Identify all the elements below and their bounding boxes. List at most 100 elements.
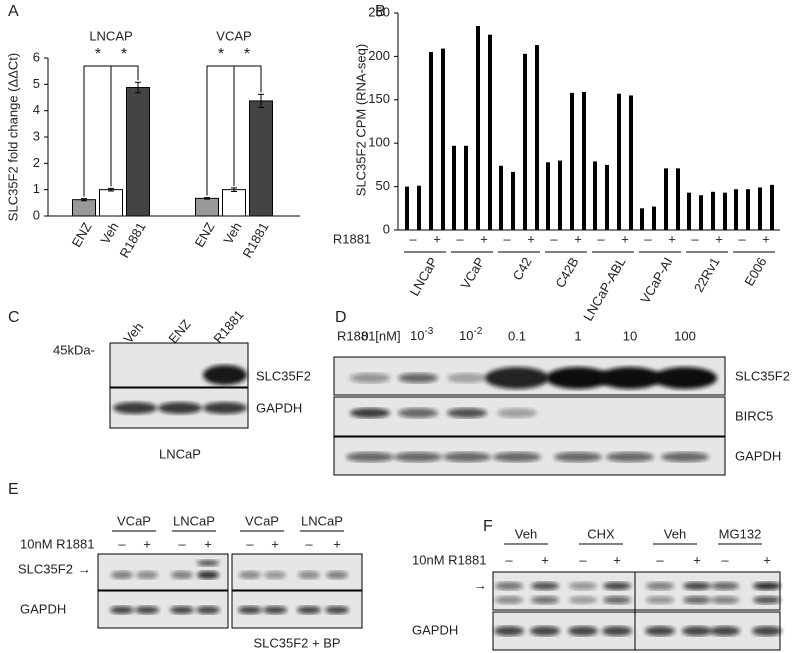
bar xyxy=(535,45,539,231)
y-tick-label: 6 xyxy=(33,49,40,64)
bar xyxy=(222,189,246,217)
y-tick-label: 150 xyxy=(368,91,390,106)
lane-label: R1881 xyxy=(210,307,246,346)
group-label: LNCaP xyxy=(301,513,343,528)
row-label: GAPDH xyxy=(412,622,458,637)
bar xyxy=(126,86,150,217)
treatment-sign: + xyxy=(715,231,723,246)
treatment-sign: – xyxy=(305,536,313,551)
treatment-sign: + xyxy=(527,231,535,246)
treatment-sign: – xyxy=(644,231,652,246)
error-bar xyxy=(108,187,114,192)
group-label: Veh xyxy=(664,526,686,541)
bar xyxy=(72,199,96,217)
panel-letter: A xyxy=(8,3,19,20)
bar xyxy=(687,192,691,230)
treatment-sign: + xyxy=(271,536,279,551)
x-tick-label: LNCaP xyxy=(407,255,441,299)
treatment-sign: – xyxy=(505,552,513,567)
row-label: GAPDH xyxy=(735,448,781,463)
band xyxy=(753,596,781,604)
group-label: VCAP xyxy=(216,28,251,43)
band xyxy=(753,582,781,590)
bar xyxy=(441,48,445,231)
band xyxy=(136,571,158,579)
x-tick-label: R1881 xyxy=(116,220,148,261)
band xyxy=(530,626,560,636)
band xyxy=(111,571,133,579)
treatment-sign: + xyxy=(621,231,629,246)
band xyxy=(158,402,202,414)
treatment-sign: + xyxy=(143,536,151,551)
dose-exponent: -3 xyxy=(424,326,433,337)
band xyxy=(646,596,674,604)
band xyxy=(653,367,717,389)
band xyxy=(495,582,523,590)
band xyxy=(569,596,597,604)
row-label: SLC35F2 xyxy=(256,368,311,383)
bar xyxy=(640,208,644,230)
treatment-sign: + xyxy=(433,231,441,246)
band xyxy=(196,606,220,614)
row-label: BIRC5 xyxy=(735,408,773,423)
treatment-label: R1881[nM] xyxy=(337,328,401,343)
error-bar xyxy=(258,93,264,109)
band xyxy=(197,571,219,579)
x-tick-label: Veh xyxy=(97,220,121,247)
treatment-sign: – xyxy=(409,231,417,246)
panel-letter: E xyxy=(8,481,19,498)
bar xyxy=(734,189,738,230)
bar xyxy=(523,53,527,230)
bar xyxy=(476,26,480,230)
band xyxy=(711,582,739,590)
band xyxy=(443,452,491,462)
band xyxy=(298,571,320,579)
band xyxy=(711,596,739,604)
band xyxy=(710,626,740,636)
bar xyxy=(499,165,503,230)
treatment-sign: – xyxy=(656,552,664,567)
bar xyxy=(452,145,456,230)
treatment-sign: + xyxy=(763,552,771,567)
group-label: LNCaP xyxy=(173,513,215,528)
bar xyxy=(617,93,621,230)
bar xyxy=(593,161,597,230)
dose-label: 0 xyxy=(361,328,368,343)
band xyxy=(264,571,286,579)
bar xyxy=(558,160,562,230)
treatment-sign: – xyxy=(597,231,605,246)
treatment-sign: – xyxy=(579,552,587,567)
significance-star: * xyxy=(244,46,250,63)
y-tick-label: 4 xyxy=(33,102,40,117)
x-tick-label: C42B xyxy=(552,255,581,291)
x-tick-label: 22Rv1 xyxy=(691,255,723,295)
band xyxy=(602,626,632,636)
band xyxy=(263,606,287,614)
row-label: R1881 xyxy=(333,231,371,246)
y-tick-label: 200 xyxy=(368,48,390,63)
error-bar xyxy=(231,187,237,193)
band xyxy=(170,606,194,614)
panel-letter: F xyxy=(483,518,493,535)
treatment-sign: – xyxy=(550,231,558,246)
group-label: CHX xyxy=(587,526,615,541)
band xyxy=(568,626,598,636)
panel-letter: B xyxy=(375,3,386,20)
band xyxy=(752,626,782,636)
x-tick-label: ENZ xyxy=(69,220,95,250)
band xyxy=(683,582,711,590)
bar xyxy=(405,186,409,230)
y-tick-label: 250 xyxy=(368,4,390,19)
band xyxy=(398,408,438,418)
y-tick-label: 1 xyxy=(33,181,40,196)
band xyxy=(603,582,631,590)
significance-star: * xyxy=(218,46,224,63)
y-axis-label: SLC35F2 CPM (RNA-seq) xyxy=(353,44,368,196)
significance-star: * xyxy=(121,46,127,63)
bar xyxy=(723,192,727,230)
error-bar xyxy=(135,81,141,94)
treatment-sign: + xyxy=(333,536,341,551)
bar xyxy=(429,52,433,231)
bar xyxy=(605,164,609,230)
